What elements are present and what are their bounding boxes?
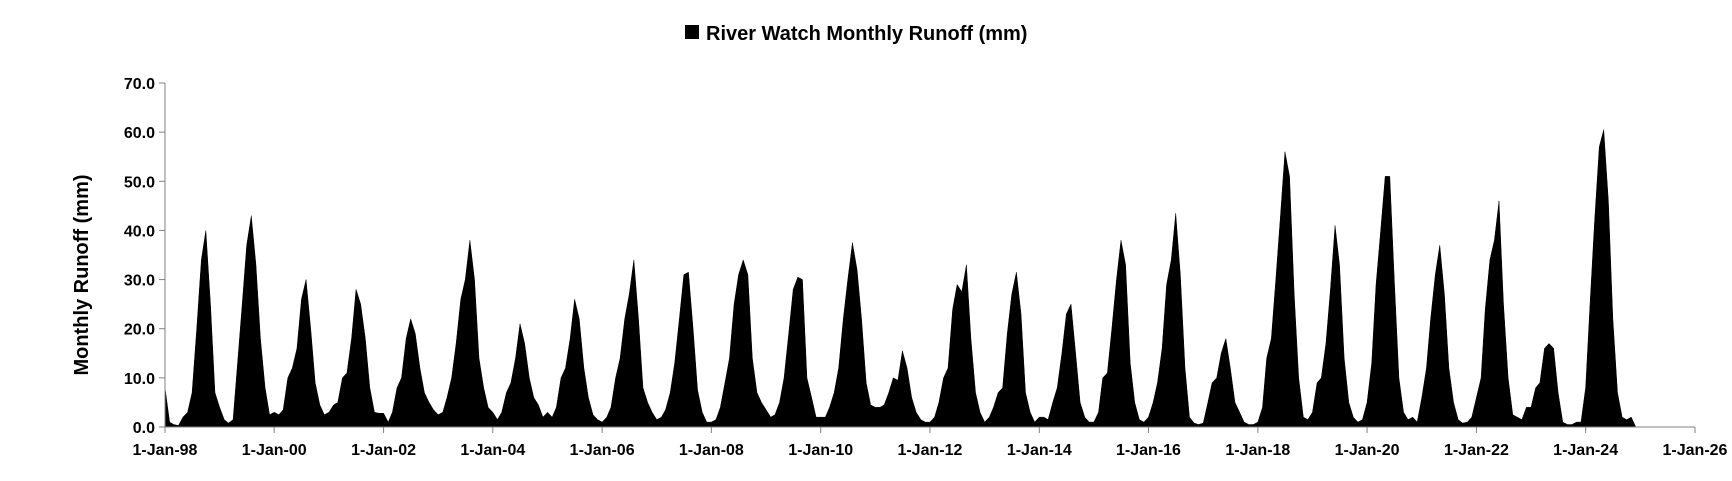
y-tick-label: 60.0	[124, 125, 155, 142]
x-tick-label: 1-Jan-24	[1553, 442, 1618, 459]
y-tick-label: 30.0	[124, 273, 155, 290]
x-tick-label: 1-Jan-06	[570, 442, 635, 459]
series-area	[164, 129, 1637, 428]
x-tick-label: 1-Jan-12	[897, 442, 962, 459]
legend: River Watch Monthly Runoff (mm)	[685, 23, 1027, 45]
y-tick-label: 0.0	[133, 420, 155, 437]
x-tick-label: 1-Jan-00	[242, 442, 307, 459]
x-tick-label: 1-Jan-04	[460, 442, 525, 459]
x-tick-label: 1-Jan-02	[351, 442, 416, 459]
x-tick-label: 1-Jan-20	[1335, 442, 1400, 459]
x-tick-label: 1-Jan-14	[1007, 442, 1072, 459]
plot-area: 0.0 10.0 20.0 30.0 40.0 50.0 60.0 70.0 1-Jan-98 1…	[124, 76, 1728, 459]
y-tick-label: 70.0	[124, 76, 155, 93]
x-tick-label: 1-Jan-08	[679, 442, 744, 459]
legend-label: River Watch Monthly Runoff (mm)	[706, 23, 1027, 45]
x-tick-label: 1-Jan-98	[133, 442, 198, 459]
y-axis-title: Monthly Runoff (mm)	[71, 174, 93, 375]
legend-swatch	[685, 25, 699, 39]
x-tick-label: 1-Jan-26	[1663, 442, 1728, 459]
x-tick-label: 1-Jan-16	[1116, 442, 1181, 459]
x-tick-label: 1-Jan-18	[1225, 442, 1290, 459]
y-tick-label: 40.0	[124, 223, 155, 240]
x-tick-label: 1-Jan-22	[1444, 442, 1509, 459]
y-tick-label: 50.0	[124, 174, 155, 191]
x-tick-label: 1-Jan-10	[788, 442, 853, 459]
y-tick-label: 20.0	[124, 322, 155, 339]
y-tick-label: 10.0	[124, 371, 155, 388]
